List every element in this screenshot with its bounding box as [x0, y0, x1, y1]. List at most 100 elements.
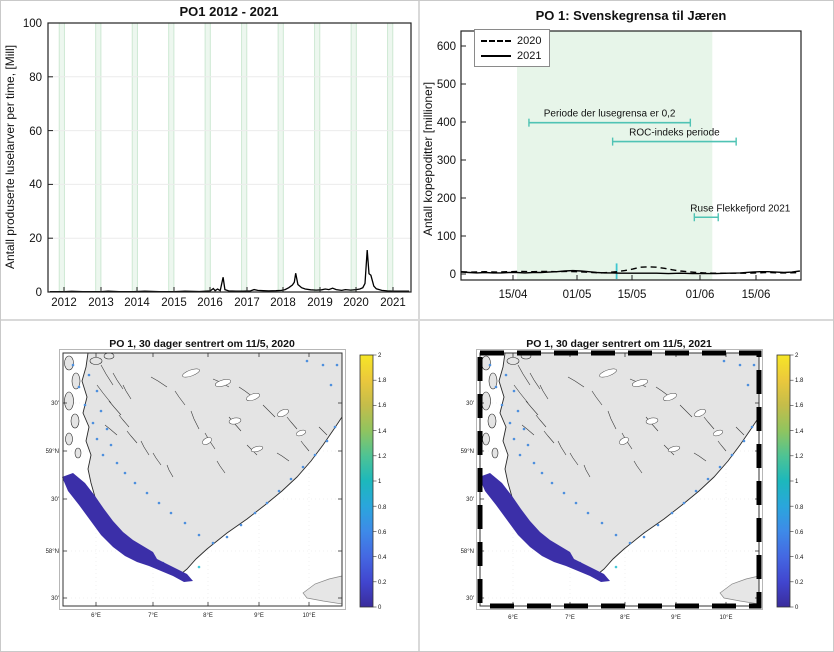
dashed-frame-2021	[477, 350, 762, 609]
tl-xtick-2018: 2018	[270, 297, 296, 309]
tr-ytick-200: 200	[437, 193, 456, 205]
dashed-line-sample	[481, 39, 511, 42]
tl-xtick-2012: 2012	[51, 297, 77, 309]
tr-xtick-1505: 15/05	[618, 289, 647, 301]
cb-label: 1	[378, 479, 382, 485]
map-graphics	[476, 349, 763, 610]
cb-label: 0.4	[378, 555, 387, 561]
tr-ytick-0: 0	[450, 269, 456, 281]
colorbar-ticks	[790, 354, 794, 608]
lon-label: 9°E	[671, 615, 681, 621]
spring-season-bands	[58, 22, 394, 293]
cb-label: 1.6	[795, 403, 804, 409]
cb-label: 0.2	[795, 580, 804, 586]
cb-label: 1	[795, 479, 799, 485]
lon-label: 6°E	[91, 613, 101, 619]
tl-xtick-2013: 2013	[88, 297, 114, 309]
tl-xtick-2021: 2021	[380, 297, 406, 309]
cb-label: 0.4	[795, 555, 804, 561]
annotation-bars	[528, 118, 737, 279]
tl-ytick-100: 100	[23, 18, 42, 30]
lon-label: 7°E	[148, 613, 158, 619]
tl-ytick-20: 20	[29, 233, 42, 245]
lat-label: 58°N	[461, 549, 474, 555]
cb-label: 2	[378, 353, 382, 359]
lusegrensa-shaded-region	[517, 31, 713, 280]
colorbar-ticks	[373, 354, 377, 608]
map-2021: PO 1, 30 dager sentrert om 11/5, 2021 30…	[461, 338, 804, 621]
bl-map-title: PO 1, 30 dager sentrert om 11/5, 2020	[109, 338, 295, 350]
cb-label: 0	[795, 605, 799, 611]
lat-label: 30'	[51, 596, 59, 602]
lon-label: 7°E	[565, 615, 575, 621]
bl-lat-labels: 30' 59°N 30' 58°N 30'	[46, 401, 59, 602]
tl-title: PO1 2012 - 2021	[179, 4, 278, 19]
cb-label: 2	[795, 353, 799, 359]
cb-label: 1.8	[795, 378, 804, 384]
tr-ytick-100: 100	[437, 231, 456, 243]
cb-label: 1.8	[378, 378, 387, 384]
tr-ylabel: Antall kopepoditter [millioner]	[421, 82, 435, 236]
legend-label-2020: 2020	[517, 34, 542, 47]
tr-xtick-0106: 01/06	[686, 289, 715, 301]
lat-label: 30'	[51, 401, 59, 407]
tl-ytick-80: 80	[29, 72, 42, 84]
tr-ticks	[461, 45, 757, 280]
lat-label: 30'	[51, 497, 59, 503]
chart-kopepoditter: PO 1: Svenskegrensa til Jæren Antall kop…	[421, 8, 802, 301]
tr-ytick-300: 300	[437, 155, 456, 167]
tl-ylabel: Antall produserte luselarver per time, […	[3, 45, 17, 269]
tl-xtick-2020: 2020	[343, 297, 369, 309]
br-lat-labels: 30' 59°N 30' 58°N 30'	[461, 401, 474, 602]
colorbar	[776, 354, 791, 608]
cb-label: 0.8	[795, 505, 804, 511]
cb-label: 0.2	[378, 580, 387, 586]
cb-label: 0	[378, 605, 382, 611]
lon-label: 6°E	[508, 615, 518, 621]
tl-xtick-2015: 2015	[161, 297, 187, 309]
cb-label: 0.6	[795, 530, 804, 536]
lon-label: 10°E	[719, 615, 732, 621]
lon-label: 8°E	[203, 613, 213, 619]
lat-label: 30'	[466, 497, 474, 503]
tl-gridlines	[48, 76, 411, 239]
map-graphics	[59, 349, 346, 610]
tr-title: PO 1: Svenskegrensa til Jæren	[536, 8, 727, 23]
tr-ytick-600: 600	[437, 41, 456, 53]
legend-item-2021: 2021	[481, 48, 541, 63]
lat-label: 59°N	[46, 449, 59, 455]
panel-divider-horizontal	[1, 319, 833, 321]
br-lon-labels: 6°E 7°E 8°E 9°E 10°E	[508, 615, 732, 621]
br-map-title: PO 1, 30 dager sentrert om 11/5, 2021	[526, 338, 712, 350]
legend-label-2021: 2021	[517, 49, 542, 62]
panel-divider-vertical	[418, 1, 420, 651]
cb-label: 1.6	[378, 403, 387, 409]
tl-ytick-0: 0	[36, 287, 42, 299]
lon-label: 9°E	[254, 613, 264, 619]
tr-ytick-500: 500	[437, 79, 456, 91]
cb-label: 0.8	[378, 505, 387, 511]
annotation-lusegrensa-label: Periode der lusegrensa er 0,2	[544, 109, 676, 120]
bl-lon-labels: 6°E 7°E 8°E 9°E 10°E	[91, 613, 315, 619]
lat-label: 30'	[466, 401, 474, 407]
tl-xtick-2017: 2017	[234, 297, 260, 309]
lon-label: 8°E	[620, 615, 630, 621]
lon-label: 10°E	[302, 613, 315, 619]
legend-box: 2020 2021	[474, 29, 551, 67]
annotation-roc-label: ROC-indeks periode	[629, 128, 720, 139]
tr-xtick-1504: 15/04	[499, 289, 528, 301]
colorbar	[359, 354, 374, 608]
cb-label: 1.2	[378, 454, 387, 460]
tl-xtick-2016: 2016	[197, 297, 223, 309]
lat-label: 58°N	[46, 549, 59, 555]
tr-ytick-400: 400	[437, 117, 456, 129]
chart-luselarver-timeseries: PO1 2012 - 2021 Antall produserte lusela…	[3, 4, 412, 309]
cb-label: 1.4	[795, 429, 804, 435]
tl-xtick-2019: 2019	[307, 297, 333, 309]
cb-label: 1.2	[795, 454, 804, 460]
cb-label: 0.6	[378, 530, 387, 536]
legend-item-2020: 2020	[481, 33, 541, 48]
lat-label: 30'	[466, 596, 474, 602]
tr-xtick-0105: 01/05	[563, 289, 592, 301]
